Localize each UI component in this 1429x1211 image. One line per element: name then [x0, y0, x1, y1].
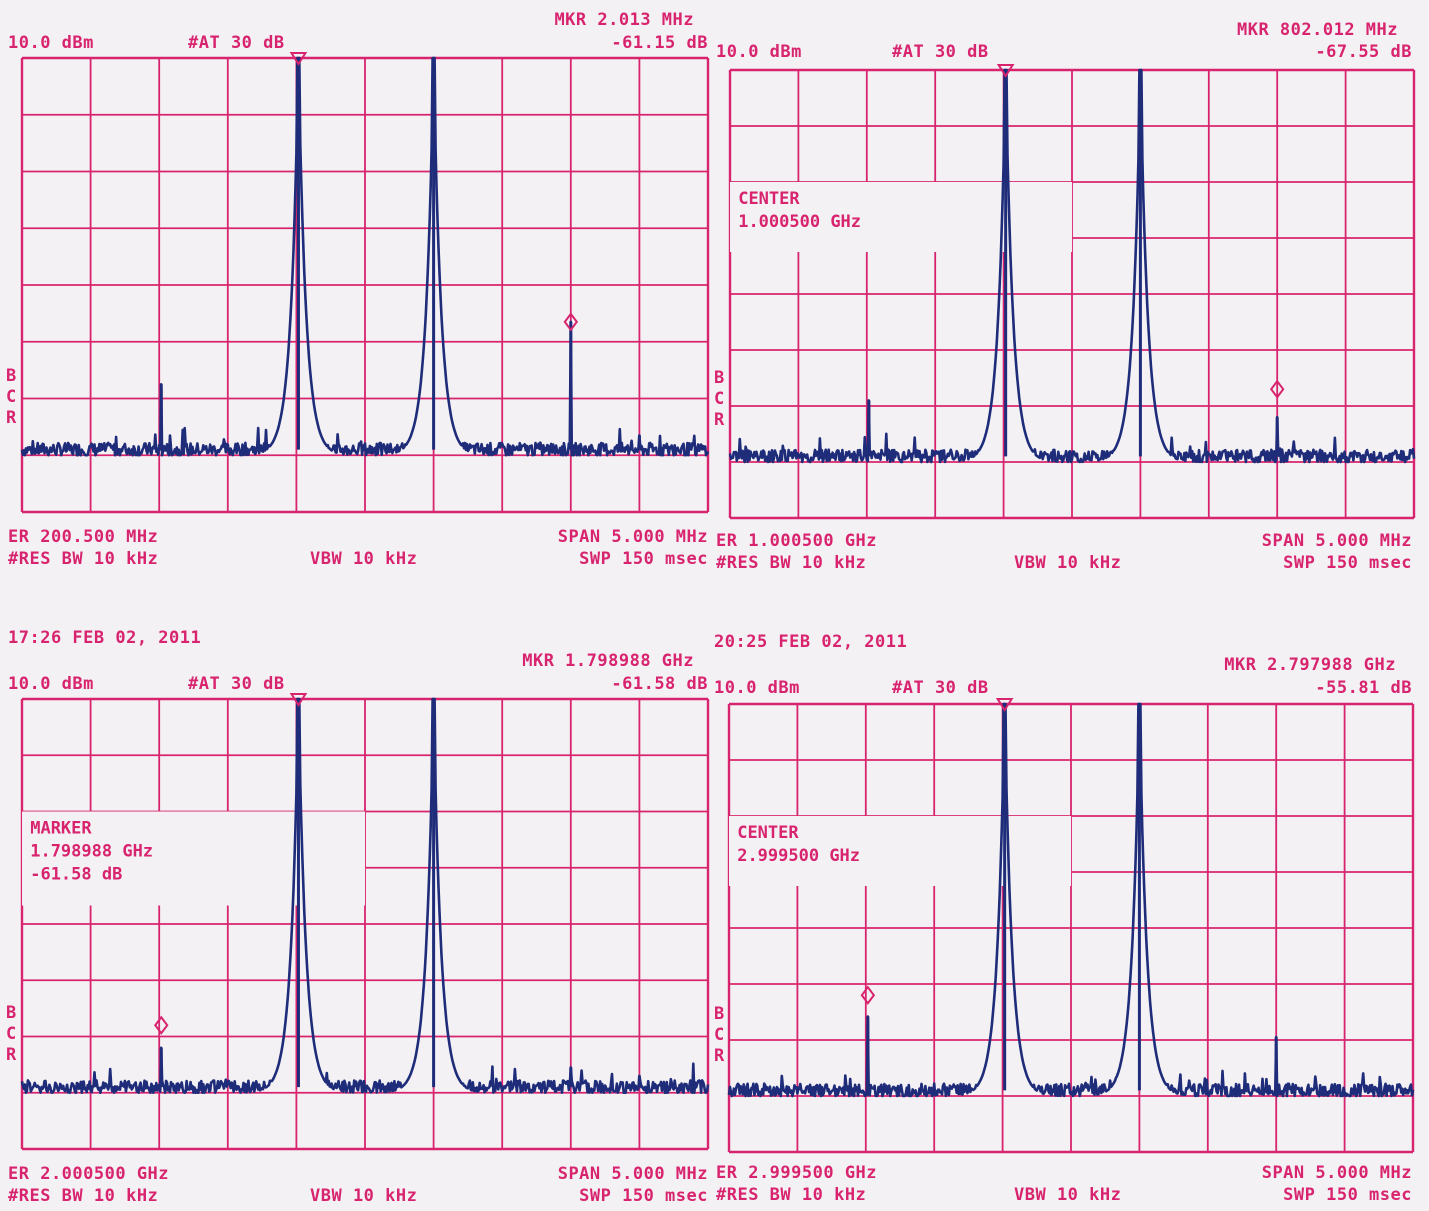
marker-diamond-icon — [289, 693, 308, 707]
grid — [727, 702, 1415, 1154]
vbw-label: VBW 10 kHz — [310, 1186, 418, 1206]
side-letters: B C R — [6, 366, 20, 429]
marker-diamond-icon — [1269, 379, 1285, 399]
marker-diamond-icon — [996, 64, 1015, 78]
spectrum-plot-2: CENTER 1.000500 GHz — [728, 64, 1416, 520]
attenuation-label: #AT 30 dB — [892, 678, 989, 698]
info-box-line: 1.798988 GHz — [30, 842, 153, 862]
rbw-label: #RES BW 10 kHz — [716, 553, 867, 573]
ref-level-label: 10.0 dBm — [714, 678, 800, 698]
spectrum-trace — [728, 68, 1416, 464]
side-letter-c: C — [714, 389, 725, 409]
marker-diamond-icon — [289, 52, 308, 66]
span-label: SPAN 5.000 MHz — [557, 527, 708, 547]
marker-freq-label: MKR 802.012 MHz — [1236, 20, 1398, 40]
spectrum-trace — [727, 702, 1415, 1098]
side-letters: B C R — [714, 1004, 728, 1067]
info-box-line: -61.58 dB — [30, 865, 122, 885]
sweep-label: SWP 150 msec — [1283, 553, 1412, 573]
ref-level-label: 10.0 dBm — [8, 674, 94, 694]
center-freq-label: ER 2.000500 GHz — [8, 1164, 170, 1184]
side-letter-r: R — [714, 410, 725, 430]
ref-level-label: 10.0 dBm — [8, 33, 94, 53]
side-letter-b: B — [6, 366, 17, 386]
rbw-label: #RES BW 10 kHz — [8, 549, 159, 569]
spectrum-trace — [20, 697, 710, 1095]
side-letter-b: B — [6, 1003, 17, 1023]
info-box-line: 1.000500 GHz — [738, 212, 861, 232]
span-label: SPAN 5.000 MHz — [557, 1164, 708, 1184]
side-letter-r: R — [6, 408, 17, 428]
attenuation-label: #AT 30 dB — [188, 33, 285, 53]
span-label: SPAN 5.000 MHz — [1261, 1163, 1412, 1183]
sweep-label: SWP 150 msec — [579, 549, 708, 569]
marker-value-label: -61.58 dB — [611, 674, 708, 694]
marker-value-label: -61.15 dB — [611, 33, 708, 53]
marker-diamond-icon — [563, 312, 579, 332]
vbw-label: VBW 10 kHz — [1014, 553, 1122, 573]
marker-freq-label: MKR 1.798988 GHz — [522, 651, 694, 671]
info-box-line: 2.999500 GHz — [737, 846, 860, 866]
info-box-background — [729, 816, 1071, 886]
rbw-label: #RES BW 10 kHz — [8, 1186, 159, 1206]
side-letter-c: C — [6, 1024, 17, 1044]
side-letter-c: C — [714, 1025, 725, 1045]
center-freq-label: ER 200.500 MHz — [8, 527, 159, 547]
marker-diamond-icon — [154, 1015, 169, 1035]
info-box-background — [730, 182, 1072, 252]
center-freq-label: ER 2.999500 GHz — [716, 1163, 878, 1183]
side-letters: B C R — [6, 1003, 20, 1066]
vbw-label: VBW 10 kHz — [310, 549, 418, 569]
span-label: SPAN 5.000 MHz — [1261, 531, 1412, 551]
side-letter-r: R — [714, 1046, 725, 1066]
rbw-label: #RES BW 10 kHz — [716, 1185, 867, 1205]
vbw-label: VBW 10 kHz — [1014, 1185, 1122, 1205]
marker-freq-label: MKR 2.013 MHz — [554, 10, 694, 30]
attenuation-label: #AT 30 dB — [892, 42, 989, 62]
timestamp-label: 20:25 FEB 02, 2011 — [714, 632, 908, 652]
spectrum-plot-1 — [20, 52, 710, 514]
info-box-line: MARKER — [30, 819, 92, 839]
side-letter-b: B — [714, 368, 725, 388]
info-box-line: CENTER — [737, 823, 799, 843]
spectrum-trace — [20, 56, 710, 457]
center-freq-label: ER 1.000500 GHz — [716, 531, 878, 551]
marker-diamond-icon — [995, 698, 1014, 712]
spectrum-plot-3: MARKER 1.798988 GHz -61.58 dB — [20, 693, 710, 1151]
side-letter-b: B — [714, 1004, 725, 1024]
side-letter-r: R — [6, 1045, 17, 1065]
sweep-label: SWP 150 msec — [579, 1186, 708, 1206]
marker-diamond-icon — [860, 985, 876, 1005]
spectrum-plot-4: CENTER 2.999500 GHz — [727, 698, 1415, 1154]
marker-freq-label: MKR 2.797988 GHz — [1224, 655, 1396, 675]
ref-level-label: 10.0 dBm — [716, 42, 802, 62]
attenuation-label: #AT 30 dB — [188, 674, 285, 694]
side-letters: B C R — [714, 368, 728, 431]
info-box-background — [22, 811, 365, 906]
marker-value-label: -67.55 dB — [1315, 42, 1412, 62]
side-letter-c: C — [6, 387, 17, 407]
timestamp-label: 17:26 FEB 02, 2011 — [8, 628, 202, 648]
sweep-label: SWP 150 msec — [1283, 1185, 1412, 1205]
info-box-line: CENTER — [738, 189, 800, 209]
marker-value-label: -55.81 dB — [1315, 678, 1412, 698]
